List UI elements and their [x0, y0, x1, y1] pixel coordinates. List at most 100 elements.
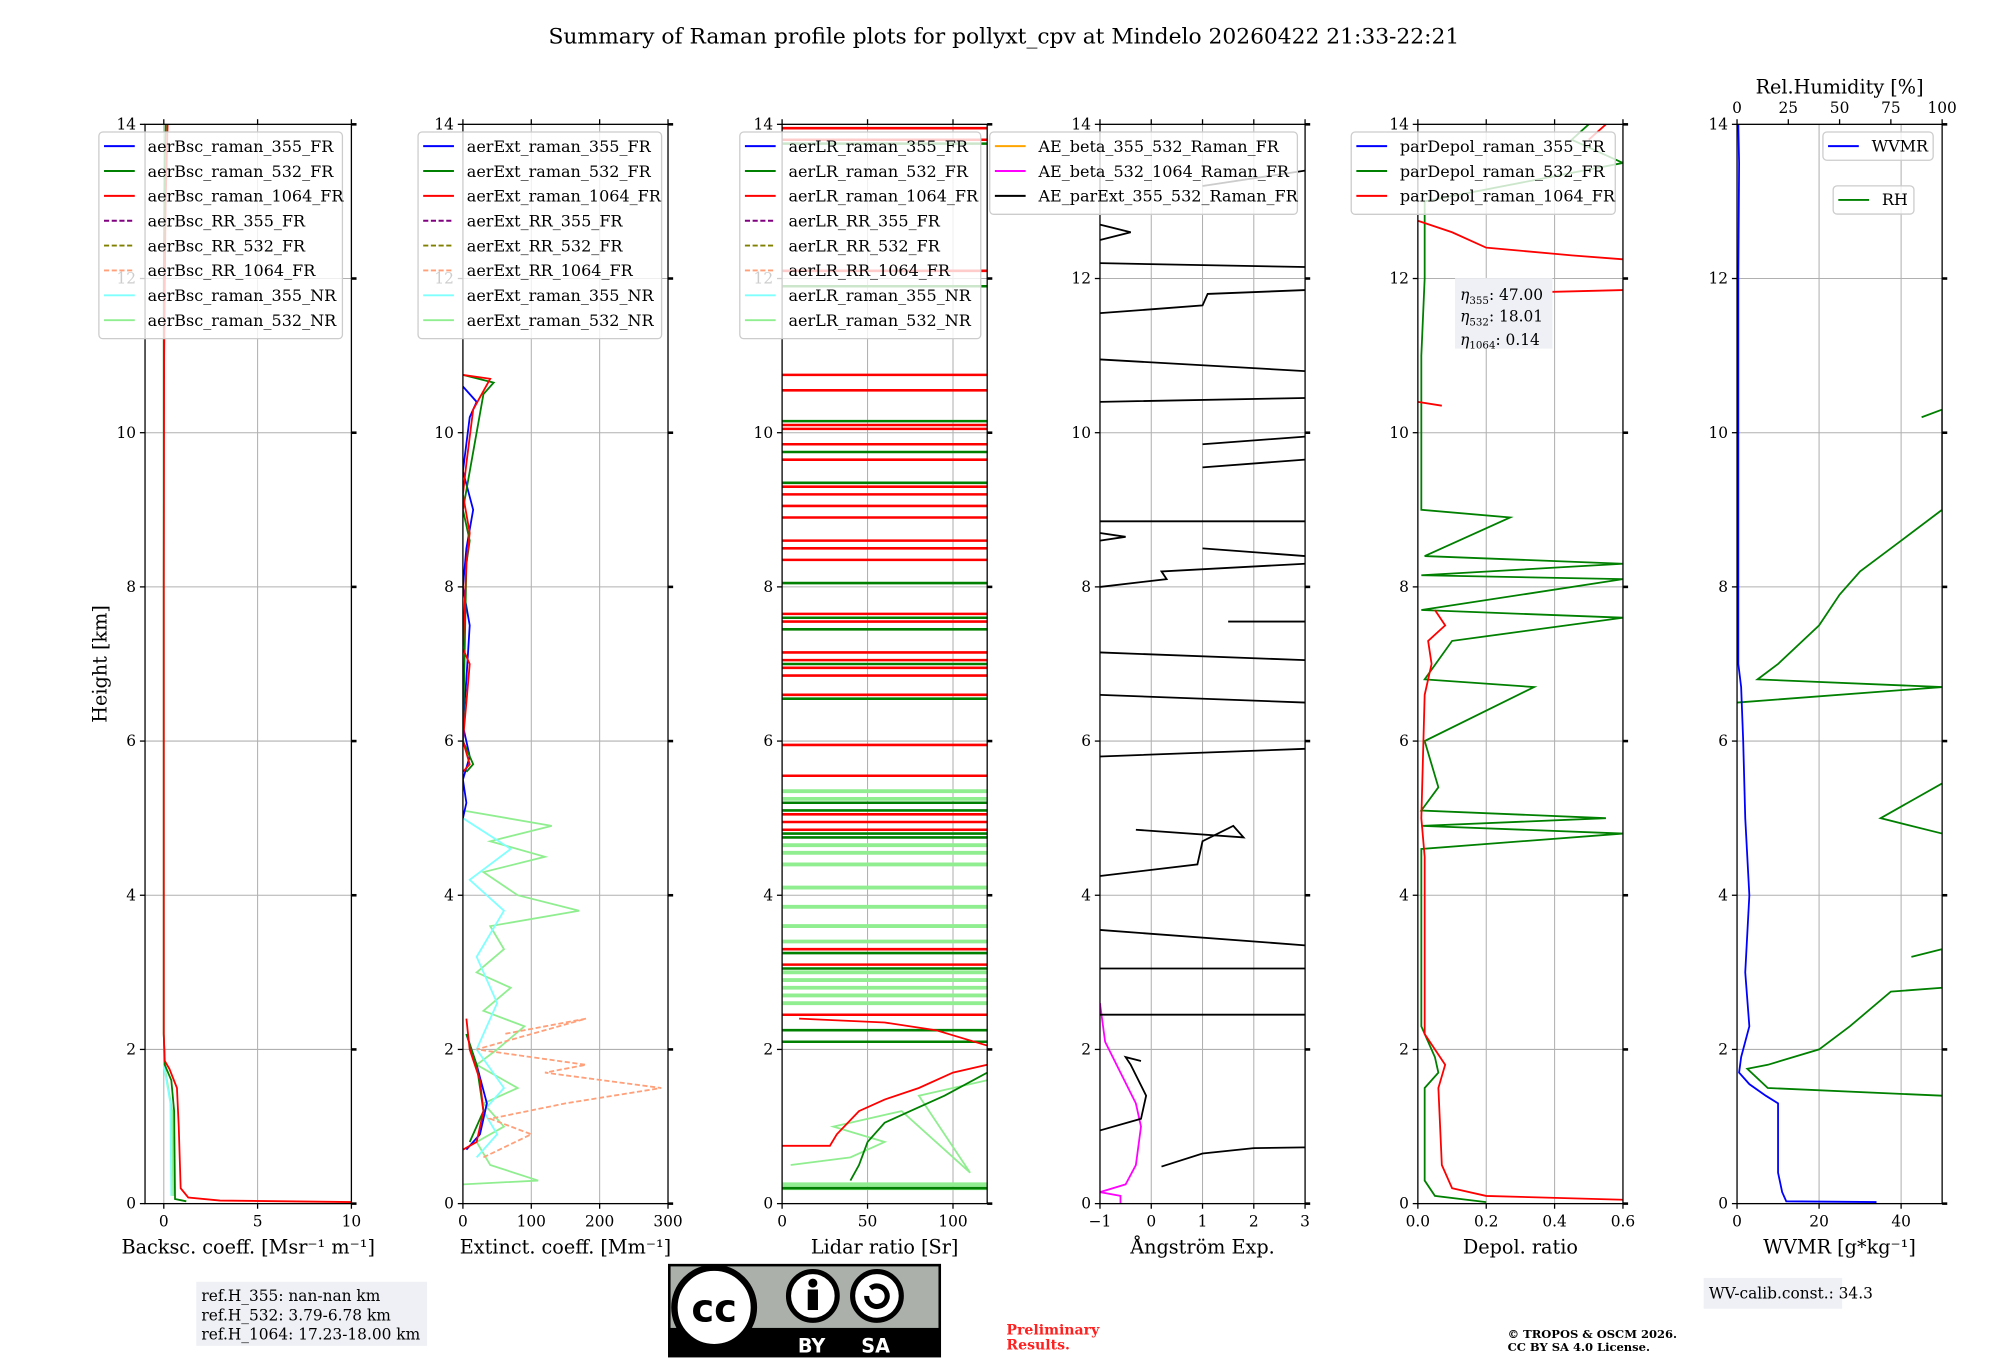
- series-parDepol_raman_532_FR: [1419, 124, 1623, 1203]
- eta-355-label: η355: 47.00: [1460, 286, 1543, 307]
- legend-label: aerBsc_raman_1064_FR: [148, 187, 345, 206]
- legend-label: aerLR_raman_532_NR: [789, 311, 972, 330]
- y-tick-label: 4: [1718, 886, 1728, 904]
- legend-label: aerLR_raman_1064_FR: [789, 187, 980, 206]
- legend-label: aerLR_RR_1064_FR: [789, 261, 951, 280]
- series-aerExt_raman_532_NR: [462, 809, 580, 1186]
- series-aerBsc_raman_355_NR: [162, 1064, 173, 1196]
- legend-box: [739, 131, 982, 340]
- axes-frame: [144, 123, 353, 1205]
- legend-label: aerLR_raman_355_NR: [789, 286, 972, 305]
- y-tick-label: 2: [1399, 1041, 1409, 1059]
- legend-label: aerLR_raman_355_FR: [789, 137, 969, 156]
- series-aerExt_RR_1064_FR: [476, 1017, 662, 1159]
- copyright-line2: CC BY SA 4.0 License.: [1508, 1340, 1650, 1354]
- series-RH: [1737, 408, 1943, 1097]
- eta-1064-value: 0.14: [1506, 331, 1540, 349]
- top-x-tick-label: 100: [1927, 99, 1956, 117]
- y-tick-label: 10: [1708, 424, 1728, 442]
- cc-icon: [671, 1264, 758, 1351]
- series-aerLR_raman_1064_FR: [782, 1017, 988, 1147]
- legend-label: AE_parExt_355_532_Raman_FR: [1037, 187, 1298, 206]
- series-WVMR: [1737, 124, 1877, 1203]
- x-tick-label: 300: [653, 1213, 682, 1231]
- svg-text:cc: cc: [691, 1287, 737, 1332]
- y-tick-label: 2: [763, 1041, 773, 1059]
- y-tick-label: 8: [444, 578, 454, 596]
- y-tick-label: 4: [444, 886, 454, 904]
- x-tick-label: 0: [1732, 1213, 1742, 1231]
- ref-height-355: ref.H_355: nan-nan km: [201, 1287, 380, 1305]
- plot-area: [462, 374, 662, 1186]
- x-tick-label: 0: [777, 1213, 787, 1231]
- legend-label: aerLR_RR_532_FR: [789, 236, 941, 255]
- series-AE_parExt_355_532_Raman_FR: [1099, 169, 1306, 1168]
- y-tick-label: 12: [1071, 270, 1091, 288]
- series-AE_beta_532_1064_Raman_FR: [1099, 1003, 1142, 1204]
- x-tick-label: 200: [585, 1213, 614, 1231]
- y-tick-label: 10: [116, 424, 136, 442]
- eta-1064-label: η1064: 0.14: [1460, 331, 1540, 352]
- legend-label: WVMR: [1872, 136, 1929, 155]
- legend-label: aerBsc_raman_532_NR: [148, 311, 338, 330]
- y-tick-label: 8: [1399, 578, 1409, 596]
- x-tick-label: 5: [253, 1213, 263, 1231]
- figure-title: Summary of Raman profile plots for polly…: [548, 25, 1459, 50]
- y-tick-label: 10: [1389, 424, 1409, 442]
- legend-box: [1822, 131, 1934, 161]
- eta-532-value: 18.01: [1499, 308, 1543, 326]
- y-tick-label: 4: [1399, 886, 1409, 904]
- y-tick-label: 4: [1081, 886, 1091, 904]
- legend: parDepol_raman_355_FR parDepol_raman_532_…: [1350, 131, 1616, 215]
- y-tick-label: 6: [444, 732, 454, 750]
- legend-label: aerBsc_RR_355_FR: [148, 211, 306, 230]
- y-tick-label: 2: [1081, 1041, 1091, 1059]
- svg-text:BY: BY: [798, 1334, 827, 1357]
- plot-area: [1737, 124, 1943, 1203]
- x-tick-label: 0: [1146, 1213, 1156, 1231]
- plot-area: [782, 126, 988, 1191]
- preliminary-note-line1: Preliminary: [1006, 1322, 1100, 1338]
- wv-calibration-box: WV-calib.const.: 34.3: [1703, 1277, 1873, 1309]
- y-tick-label: 0: [1718, 1195, 1728, 1213]
- legend-label: aerBsc_raman_532_FR: [148, 162, 335, 181]
- legend-label: aerExt_raman_355_FR: [467, 137, 652, 156]
- x-axis-label: WVMR [g*kg⁻¹]: [1763, 1236, 1916, 1259]
- legend-label: aerExt_raman_532_FR: [467, 162, 652, 181]
- axes-frame: [462, 123, 669, 1205]
- panel-5: 0.0 0.2 0.4 0.6 0 2 4 6 8 10 12 14 Depol. ratio parDe…: [1350, 115, 1635, 1259]
- legend-label: RH: [1882, 190, 1908, 209]
- y-tick-label: 10: [754, 424, 774, 442]
- legend-label: aerExt_RR_532_FR: [467, 236, 624, 255]
- x-axis-label: Backsc. coeff. [Msr⁻¹ m⁻¹]: [121, 1236, 375, 1259]
- y-tick-label: 10: [1071, 424, 1091, 442]
- x-tick-label: −1: [1089, 1213, 1112, 1231]
- svg-text:SA: SA: [861, 1334, 890, 1357]
- x-tick-label: 20: [1809, 1213, 1829, 1231]
- y-tick-label: 0: [444, 1195, 454, 1213]
- axes-frame: [1417, 123, 1624, 1205]
- legend-label: parDepol_raman_532_FR: [1400, 162, 1606, 181]
- panel-2: 010020030002468101214Extinct. coeff. [Mm…: [417, 115, 683, 1259]
- top-x-tick-label: 0: [1732, 99, 1742, 117]
- y-tick-label: 4: [763, 886, 773, 904]
- legend-label: parDepol_raman_355_FR: [1400, 137, 1606, 156]
- y-tick-label: 0: [763, 1195, 773, 1213]
- y-tick-label: 14: [754, 115, 774, 133]
- y-tick-label: 6: [1399, 732, 1409, 750]
- eta-355-value: 47.00: [1499, 286, 1543, 304]
- legend: aerLR_raman_355_FR aerLR_raman_532_FR aerL…: [739, 131, 982, 340]
- x-tick-label: 0.2: [1474, 1213, 1498, 1231]
- series-aerLR_raman_532_FR: [849, 1071, 988, 1181]
- textbox-bg: [1455, 278, 1553, 349]
- axes-frame: [1736, 123, 1943, 1205]
- y-tick-label: 8: [1081, 578, 1091, 596]
- legend-label: aerExt_raman_355_NR: [467, 286, 655, 305]
- y-tick-label: 8: [126, 578, 136, 596]
- y-tick-label: 8: [763, 578, 773, 596]
- y-tick-label: 6: [1718, 732, 1728, 750]
- x-tick-label: 100: [517, 1213, 546, 1231]
- legend-label: AE_beta_532_1064_Raman_FR: [1037, 162, 1289, 181]
